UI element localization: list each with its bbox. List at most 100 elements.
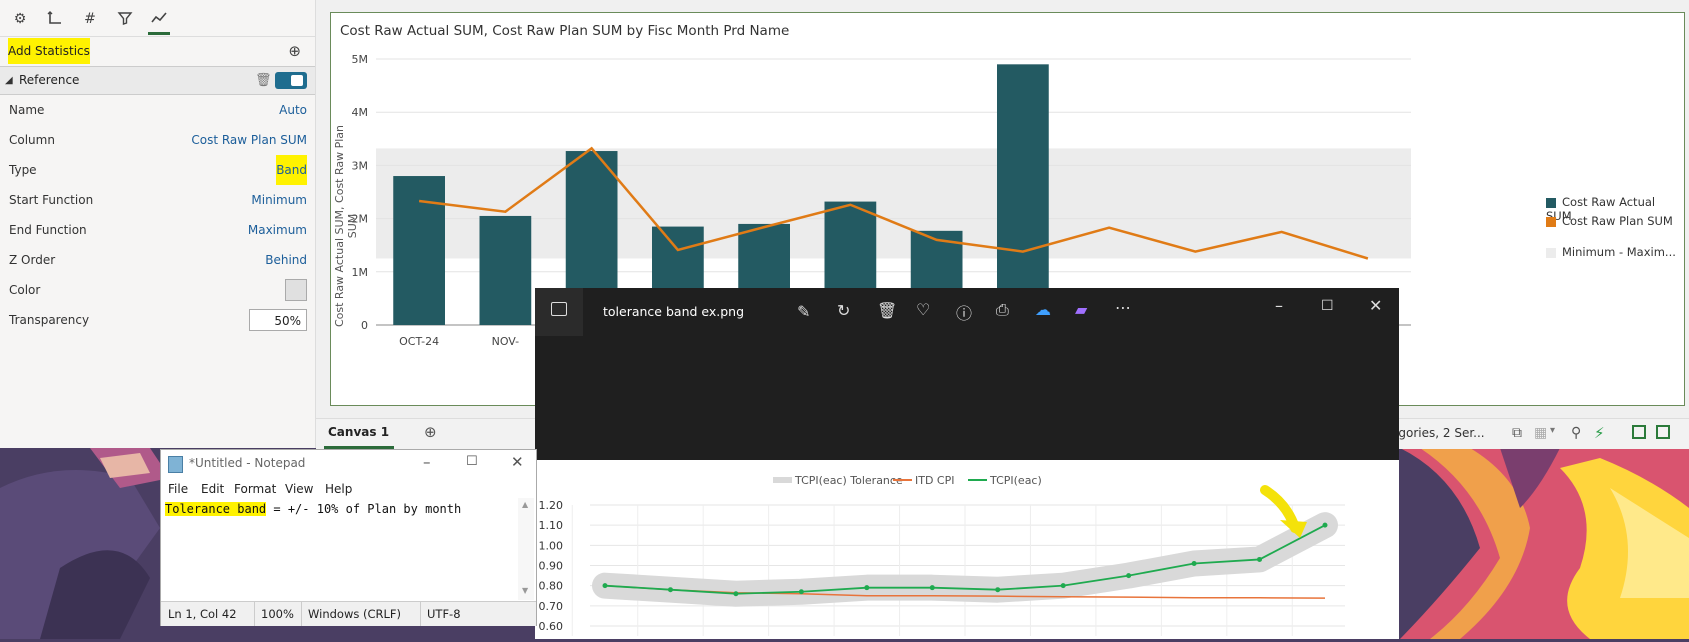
prop-row-end-function[interactable]: End Function Maximum	[0, 215, 315, 245]
notepad-text-highlight: Tolerance band	[165, 502, 267, 516]
bar-actual[interactable]	[479, 215, 532, 325]
y-axis-label-container: Cost Raw Actual SUM, Cost Raw Plan SUM	[331, 13, 359, 405]
prop-value-column[interactable]: Cost Raw Plan SUM	[191, 133, 307, 147]
menu-help[interactable]: Help	[325, 482, 353, 496]
prop-row-name[interactable]: Name Auto	[0, 95, 315, 125]
info-icon[interactable]: ⓘ	[956, 304, 973, 323]
prop-row-start-function[interactable]: Start Function Minimum	[0, 185, 315, 215]
notepad-close-icon[interactable]: ✕	[511, 453, 524, 471]
reference-band	[376, 148, 1411, 259]
scroll-down-icon[interactable]: ▼	[522, 586, 529, 595]
tcpi-y-tick-label: 1.20	[539, 499, 564, 512]
photos-app-button[interactable]	[535, 288, 583, 336]
color-swatch[interactable]	[285, 279, 307, 301]
prop-label-end-function: End Function	[9, 223, 87, 237]
add-statistics-row[interactable]: Add Statistics ⊕	[0, 38, 315, 64]
prop-value-end-function[interactable]: Maximum	[247, 223, 307, 237]
filter-icon[interactable]	[116, 10, 134, 28]
photos-filename: tolerance band ex.png	[603, 304, 745, 319]
legend-item-actual[interactable]: Cost Raw Actual SUM	[1546, 195, 1684, 223]
tcpi-y-tick-label: 1.00	[539, 539, 564, 552]
bar-actual[interactable]	[393, 176, 445, 325]
tcpi-eac-point	[1060, 583, 1066, 589]
prop-row-transparency[interactable]: Transparency 50%	[0, 305, 315, 335]
prop-value-type[interactable]: Band	[276, 155, 307, 185]
legend-label-band: Minimum - Maxim...	[1562, 245, 1676, 259]
photos-titlebar[interactable]: tolerance band ex.png ✎ ↻ 🗑 ♡ ⓘ ⎙ ☁ ▰ ⋯ …	[535, 288, 1399, 336]
more-options-icon[interactable]: ⋯	[1115, 298, 1131, 317]
reference-toggle[interactable]	[275, 72, 307, 89]
notepad-minimize-icon[interactable]: –	[423, 453, 431, 471]
notepad-maximize-icon[interactable]: ☐	[466, 454, 478, 469]
prop-value-z-order[interactable]: Behind	[265, 253, 307, 267]
x-tick-label: NOV-	[492, 335, 520, 348]
reference-title: Reference	[19, 73, 80, 87]
delete-icon[interactable]: 🗑	[877, 301, 898, 320]
menu-file[interactable]: File	[168, 482, 189, 496]
prop-label-start-function: Start Function	[9, 193, 94, 207]
prop-value-start-function[interactable]: Minimum	[251, 193, 307, 207]
onedrive-off-icon[interactable]: ☁	[1035, 300, 1051, 319]
add-canvas-icon[interactable]: ⊕	[424, 423, 437, 441]
menu-edit[interactable]: Edit	[201, 482, 225, 496]
notepad-window[interactable]: *Untitled - Notepad – ☐ ✕ File Edit Form…	[160, 449, 537, 626]
line-plan[interactable]	[418, 146, 1369, 260]
prop-row-z-order[interactable]: Z Order Behind	[0, 245, 315, 275]
tcpi-legend-label: ITD CPI	[915, 474, 955, 487]
scroll-up-icon[interactable]: ▲	[522, 500, 529, 509]
bar-actual[interactable]	[997, 64, 1049, 325]
photos-viewer-window[interactable]: tolerance band ex.png ✎ ↻ 🗑 ♡ ⓘ ⎙ ☁ ▰ ⋯ …	[535, 288, 1399, 639]
gear-icon[interactable]: ⚙	[13, 11, 27, 27]
prop-row-type[interactable]: Type Band	[0, 155, 315, 185]
x-tick-label: OCT-24	[399, 335, 439, 348]
menu-format[interactable]: Format	[234, 482, 277, 496]
transparency-input[interactable]: 50%	[249, 309, 307, 331]
status-zoom: 100%	[254, 602, 294, 626]
collapse-triangle-icon[interactable]: ◢	[5, 75, 13, 86]
prop-label-z-order: Z Order	[9, 253, 56, 267]
prop-value-name[interactable]: Auto	[279, 103, 307, 117]
auto-apply-icon[interactable]: ⚡	[1594, 424, 1605, 442]
prop-label-transparency: Transparency	[9, 313, 90, 327]
notepad-titlebar[interactable]: *Untitled - Notepad – ☐ ✕	[161, 450, 536, 478]
trash-icon[interactable]: 🗑	[255, 73, 272, 88]
tcpi-y-tick-label: 0.70	[539, 600, 564, 613]
minimize-icon[interactable]: –	[1275, 296, 1283, 315]
clipchamp-icon[interactable]: ▰	[1075, 300, 1088, 319]
panel-right-icon[interactable]	[1656, 425, 1670, 439]
axis-icon[interactable]	[46, 10, 64, 28]
rotate-icon[interactable]: ↻	[837, 301, 851, 320]
close-icon[interactable]: ✕	[1369, 296, 1383, 315]
status-encoding: UTF-8	[420, 602, 461, 626]
y-tick-label: 3M	[352, 159, 369, 172]
number-format-icon[interactable]: #	[84, 11, 96, 27]
maximize-icon[interactable]: ☐	[1321, 298, 1334, 314]
chart-card[interactable]: Cost Raw Actual SUM, Cost Raw Plan SUM b…	[330, 12, 1685, 406]
favorite-heart-icon[interactable]: ♡	[916, 300, 931, 319]
notepad-scrollbar[interactable]: ▲ ▼	[518, 498, 534, 600]
layout-icon[interactable]: ⧉	[1512, 425, 1522, 441]
canvas-tab[interactable]: Canvas 1	[328, 425, 390, 439]
tcpi-eac-point	[929, 585, 935, 591]
add-circle-icon[interactable]: ⊕	[288, 42, 301, 60]
legend-label-plan: Cost Raw Plan SUM	[1562, 214, 1673, 228]
notepad-statusbar: Ln 1, Col 42 100% Windows (CRLF) UTF-8	[161, 601, 536, 626]
reference-section-header[interactable]: ◢ Reference 🗑	[0, 66, 315, 95]
panel-left-icon[interactable]	[1632, 425, 1646, 439]
notepad-editor[interactable]: Tolerance band = +/- 10% of Plan by mont…	[165, 502, 461, 516]
legend-item-band[interactable]: Minimum - Maxim...	[1546, 245, 1676, 259]
menu-view[interactable]: View	[285, 482, 314, 496]
edit-image-icon[interactable]: ✎	[797, 302, 811, 321]
tcpi-legend-label: TCPI(eac)	[989, 474, 1042, 487]
legend-item-plan[interactable]: Cost Raw Plan SUM	[1546, 214, 1673, 228]
prop-row-column[interactable]: Column Cost Raw Plan SUM	[0, 125, 315, 155]
chevron-down-icon[interactable]: ▾	[1550, 425, 1556, 436]
y-tick-label: 4M	[352, 106, 369, 119]
print-icon[interactable]: ⎙	[996, 300, 1009, 319]
grid-icon[interactable]: ▦	[1534, 425, 1548, 441]
analytics-icon[interactable]	[150, 10, 168, 28]
pin-icon[interactable]: ⚲	[1571, 425, 1582, 441]
yellow-arrow-annotation	[1260, 485, 1307, 538]
prop-row-color[interactable]: Color	[0, 275, 315, 305]
